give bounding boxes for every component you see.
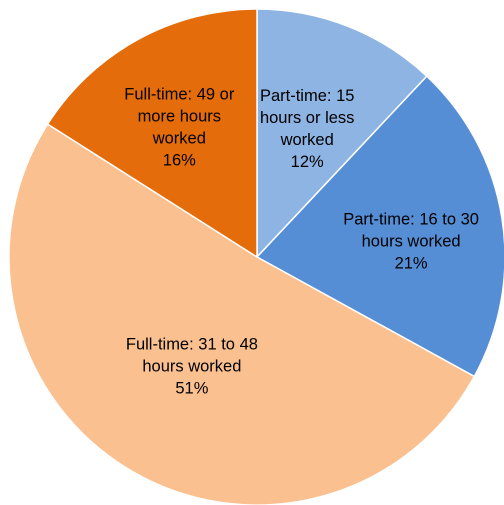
slice-category-label: worked	[280, 131, 334, 149]
pie-slice	[8, 123, 476, 505]
slice-label: Part-time: 16 to 30 hours worked 21%	[343, 211, 479, 273]
slice-percent-label: 21%	[395, 255, 428, 273]
slice-category-label: hours or less	[260, 109, 354, 127]
slice-percent-label: 51%	[175, 380, 208, 398]
pie-slices	[8, 8, 504, 505]
slice-percent-label: 16%	[163, 152, 196, 170]
slice-label: Full-time: 49 or more hours worked 16%	[124, 86, 235, 170]
slice-percent-label: 12%	[291, 153, 324, 171]
slice-category-label: worked	[152, 130, 206, 148]
slice-category-label: hours worked	[142, 358, 241, 376]
pie-slice	[255, 75, 504, 378]
pie-slice	[256, 8, 428, 259]
slice-category-label: Part-time: 16 to 30	[343, 211, 479, 229]
pie-labels: Part-time: 15 hours or less worked 12%Part-…	[124, 86, 479, 398]
slice-label: Full-time: 31 to 48 hours worked 51%	[126, 336, 258, 398]
slice-label: Part-time: 15 hours or less worked 12%	[260, 87, 354, 171]
slice-category-label: hours worked	[362, 233, 461, 251]
slice-category-label: more hours	[138, 108, 221, 126]
slice-category-label: Part-time: 15	[260, 87, 354, 105]
slice-category-label: Full-time: 31 to 48	[126, 336, 258, 354]
slice-category-label: Full-time: 49 or	[124, 86, 235, 104]
pie-slice	[46, 8, 258, 259]
